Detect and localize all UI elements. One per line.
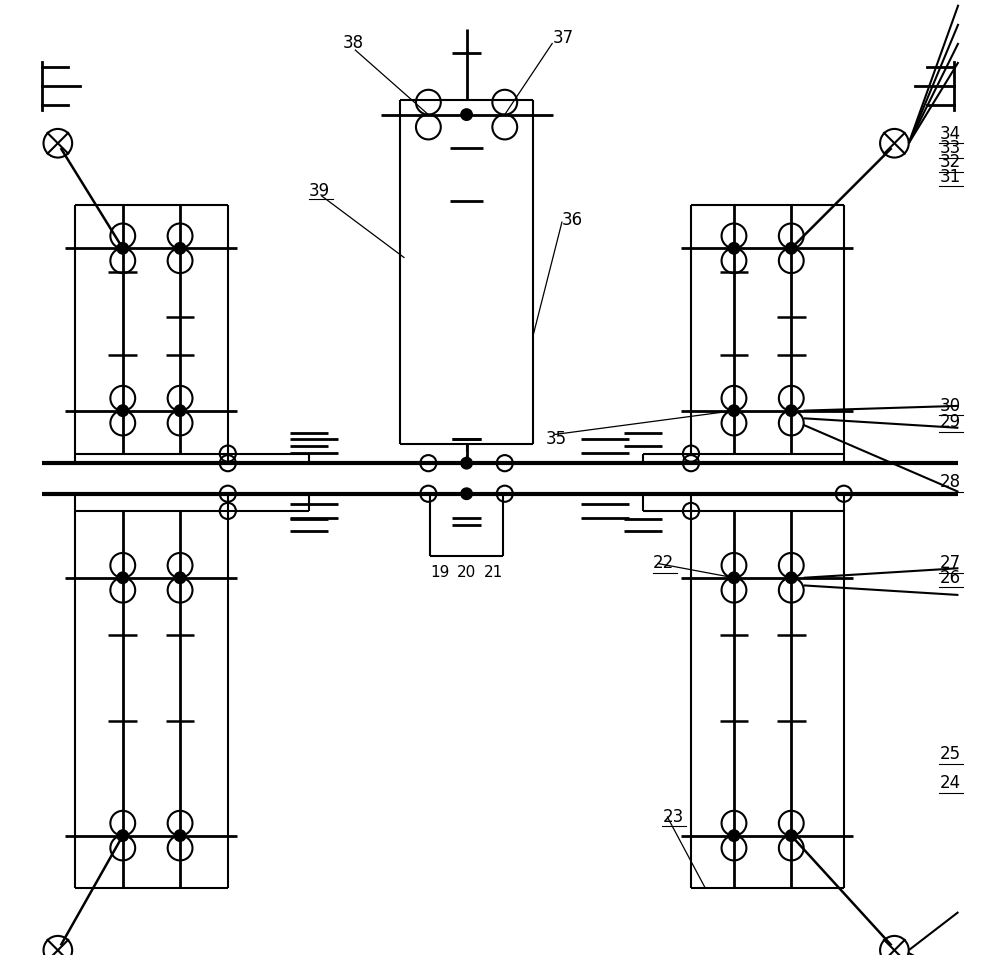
Circle shape	[728, 830, 740, 841]
Circle shape	[461, 109, 472, 120]
Circle shape	[174, 243, 186, 254]
Text: 26: 26	[939, 569, 960, 586]
Text: 33: 33	[939, 139, 961, 157]
Text: 35: 35	[546, 431, 567, 448]
Circle shape	[786, 572, 797, 584]
Text: 23: 23	[662, 808, 684, 825]
Text: 32: 32	[939, 154, 961, 171]
Text: 21: 21	[484, 565, 503, 581]
Text: 37: 37	[553, 30, 574, 47]
Text: 27: 27	[939, 555, 960, 572]
Circle shape	[461, 488, 472, 499]
Circle shape	[174, 405, 186, 416]
Text: 38: 38	[342, 34, 364, 52]
Circle shape	[461, 457, 472, 469]
Circle shape	[786, 243, 797, 254]
Text: 34: 34	[939, 125, 960, 142]
Circle shape	[728, 243, 740, 254]
Text: 39: 39	[309, 182, 330, 200]
Circle shape	[786, 830, 797, 841]
Circle shape	[174, 830, 186, 841]
Text: 19: 19	[430, 565, 450, 581]
Text: 36: 36	[562, 211, 583, 228]
Circle shape	[117, 243, 129, 254]
Circle shape	[728, 405, 740, 416]
Circle shape	[117, 830, 129, 841]
Text: 30: 30	[939, 397, 960, 414]
Circle shape	[174, 572, 186, 584]
Text: 20: 20	[457, 565, 476, 581]
Text: 28: 28	[939, 474, 960, 491]
Circle shape	[786, 405, 797, 416]
Text: 29: 29	[939, 414, 960, 431]
Circle shape	[117, 405, 129, 416]
Text: 24: 24	[939, 775, 960, 792]
Circle shape	[728, 572, 740, 584]
Circle shape	[117, 572, 129, 584]
Text: 25: 25	[939, 746, 960, 763]
Text: 22: 22	[653, 555, 674, 572]
Text: 31: 31	[939, 168, 961, 185]
